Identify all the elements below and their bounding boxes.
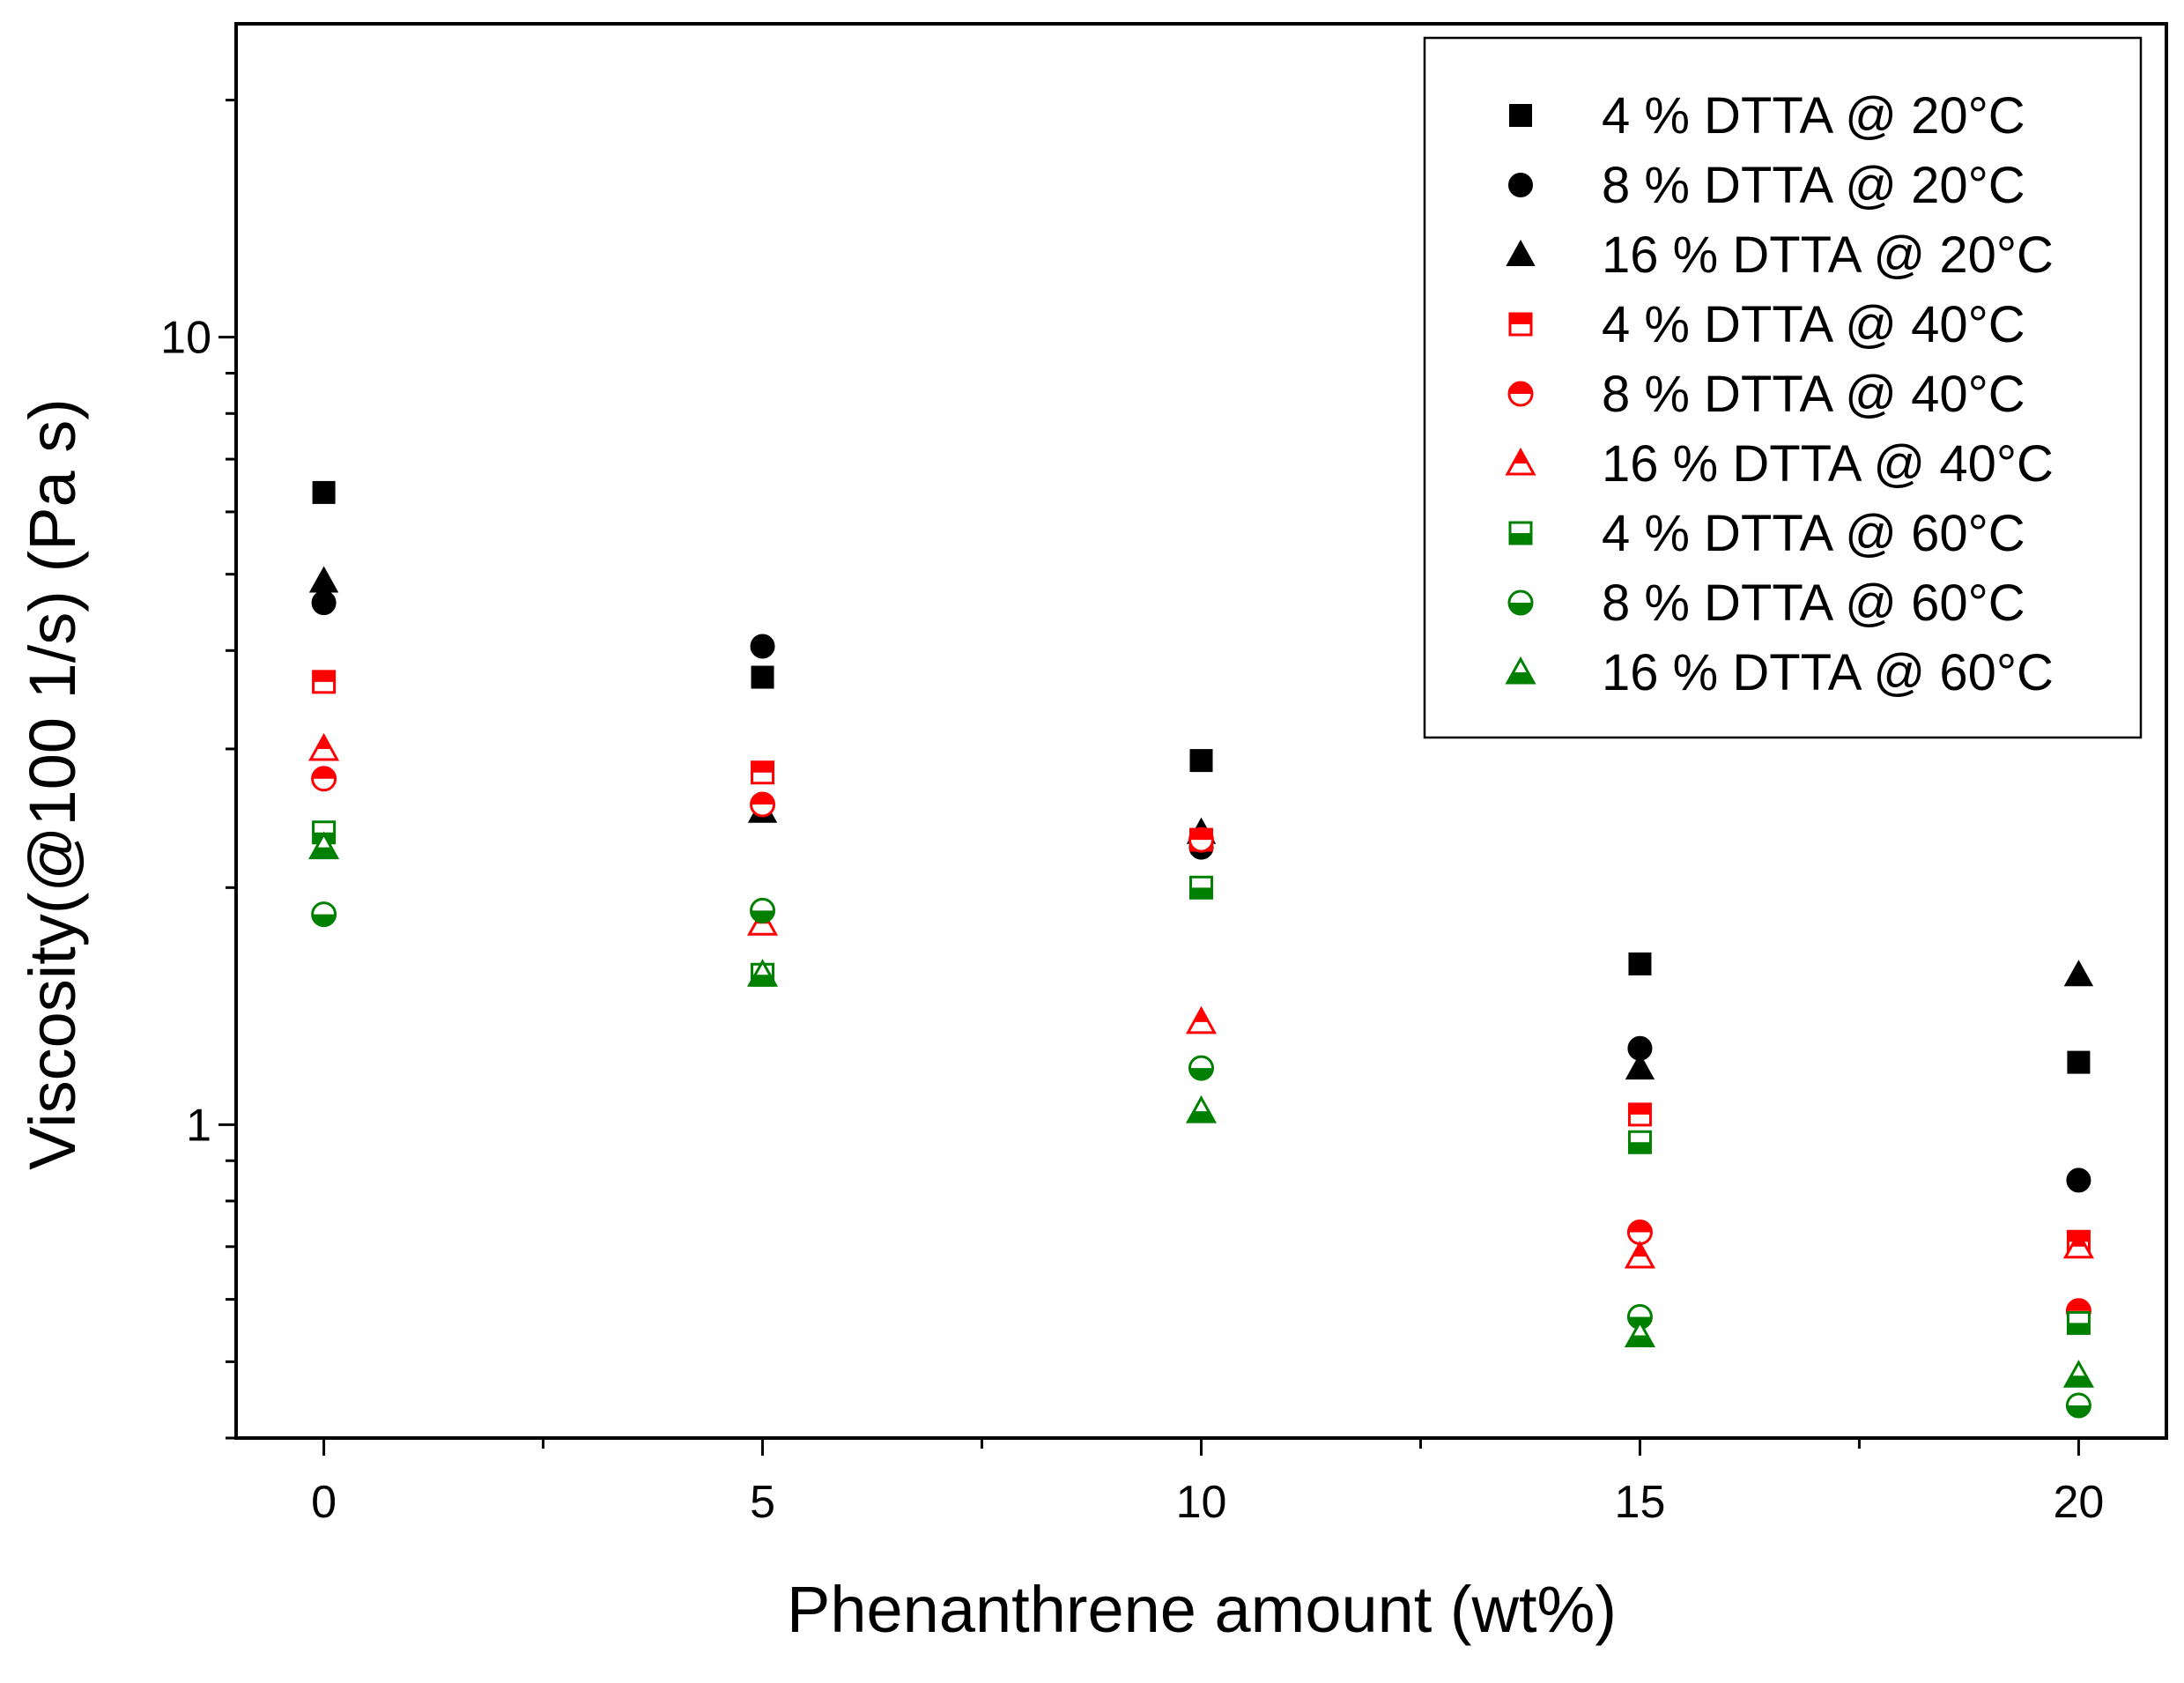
data-point: [2063, 960, 2094, 987]
legend: 4 % DTTA @ 20°C 8 % DTTA @ 20°C 16 % DTTA …: [1423, 36, 2143, 739]
y-axis-title: Viscosity(@100 1/s) (Pa s): [16, 398, 89, 1170]
data-point: [1188, 827, 1214, 853]
data-point: [312, 670, 337, 694]
data-point: [308, 732, 340, 761]
legend-box: [1423, 36, 2143, 739]
x-axis-title: Phenanthrene amount (wt%): [787, 1573, 1617, 1646]
x-tick-label: 5: [750, 1477, 775, 1528]
legend-label: 8 % DTTA @ 20°C: [1602, 157, 2025, 214]
legend-marker: [1507, 589, 1534, 616]
data-point: [311, 590, 337, 616]
data-point: [750, 634, 775, 659]
data-points: [308, 480, 2094, 1419]
data-point: [750, 897, 776, 923]
data-point: [751, 665, 774, 689]
data-point: [746, 959, 779, 987]
data-point: [311, 901, 337, 928]
legend-label: 16 % DTTA @ 40°C: [1602, 435, 2054, 493]
data-point: [1624, 1240, 1656, 1269]
legend-marker: [1505, 656, 1536, 685]
legend-marker: [1509, 104, 1532, 127]
x-axis: 0 5 10 15 20: [311, 1438, 2104, 1528]
data-point: [750, 791, 776, 818]
legend-marker: [1505, 447, 1536, 476]
data-point: [2066, 1310, 2091, 1335]
data-point: [1185, 1095, 1218, 1123]
data-point: [1185, 1005, 1218, 1034]
data-point: [1627, 1102, 1652, 1127]
y-tick-label: 1: [186, 1100, 211, 1151]
legend-marker: [1508, 173, 1533, 197]
data-point: [751, 760, 775, 785]
data-point: [1625, 1053, 1655, 1080]
legend-label: 4 % DTTA @ 60°C: [1602, 505, 2025, 562]
x-tick-label: 0: [311, 1477, 337, 1528]
data-point: [2062, 1360, 2094, 1388]
data-point: [1188, 1055, 1214, 1081]
legend-label: 16 % DTTA @ 20°C: [1602, 226, 2054, 284]
data-point: [2066, 1168, 2091, 1193]
data-point: [308, 831, 340, 860]
data-point: [2062, 1230, 2094, 1259]
data-point: [1626, 1220, 1653, 1246]
data-point: [1624, 1319, 1656, 1348]
x-tick-label: 15: [1615, 1477, 1666, 1528]
x-tick-label: 10: [1176, 1477, 1227, 1528]
y-tick-label: 10: [160, 313, 211, 364]
data-point: [2067, 1050, 2091, 1074]
x-tick-label: 20: [2053, 1477, 2104, 1528]
legend-marker: [1508, 521, 1533, 545]
data-point: [1628, 952, 1652, 975]
data-point: [1189, 749, 1213, 773]
legend-marker: [1507, 381, 1534, 407]
data-point: [2065, 1392, 2091, 1419]
data-point: [1627, 1130, 1652, 1154]
legend-label: 4 % DTTA @ 40°C: [1602, 296, 2025, 353]
data-point: [312, 480, 336, 504]
legend-label: 16 % DTTA @ 60°C: [1602, 644, 2054, 701]
legend-label: 4 % DTTA @ 20°C: [1602, 87, 2025, 145]
legend-marker: [1506, 239, 1536, 266]
legend-label: 8 % DTTA @ 40°C: [1602, 366, 2025, 423]
data-point: [308, 566, 339, 593]
legend-marker: [1508, 312, 1533, 337]
data-point: [1189, 875, 1213, 900]
y-axis: 1 10: [160, 99, 236, 1440]
legend-label: 8 % DTTA @ 60°C: [1602, 575, 2025, 632]
data-point: [311, 766, 337, 792]
